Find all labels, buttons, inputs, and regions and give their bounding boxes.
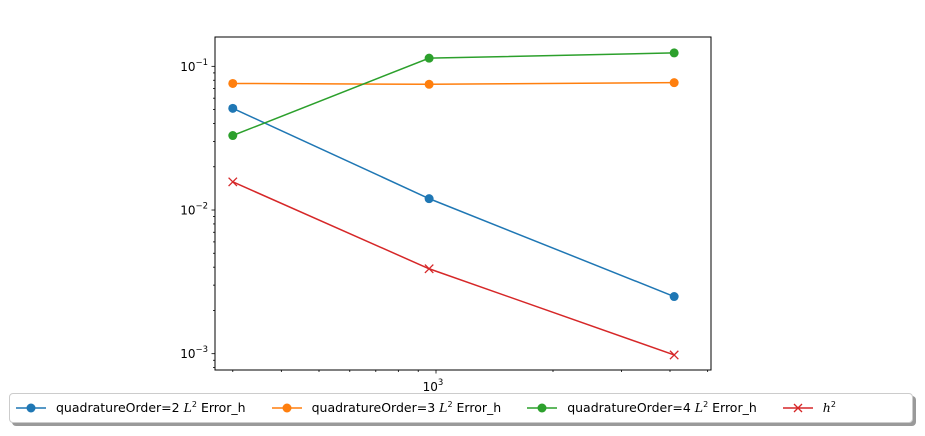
legend-swatch-2 [271,403,302,413]
series-line-2 [232,81,675,86]
legend-item-4: h2 [781,400,836,416]
legend-swatch-1 [16,403,46,413]
series-line-1 [232,107,675,298]
legend-item-1: quadratureOrder=2 L2 Error_h [14,400,246,416]
legend-label-3: quadratureOrder=4 L2 Error_h [567,400,757,416]
series-point-1-1 [228,103,238,113]
legend-item-3: quadratureOrder=4 L2 Error_h [525,400,757,416]
legend-label-4: h2 [822,400,836,416]
legend-item-2: quadratureOrder=3 L2 Error_h [270,400,502,416]
series-point-3-1 [228,131,238,141]
series-point-4-3 [669,350,679,360]
series-point-2-1 [228,78,238,88]
legend-label-2: quadratureOrder=3 L2 Error_h [311,400,502,416]
series-point-4-2 [424,264,434,274]
axes: 10−1 10−2 10−3 103 [180,36,712,394]
series-point-3-3 [669,48,679,58]
axes-frame [214,36,712,371]
series-point-4-1 [228,177,238,187]
legend-swatch-4 [782,403,813,413]
x-tick-label-1: 103 [423,378,444,394]
y-tick-label-1: 10−1 [180,58,208,74]
series-point-1-2 [424,194,434,204]
y-tick-label-3: 10−3 [180,345,208,361]
series-point-3-2 [424,53,434,63]
series-point-1-3 [669,292,679,302]
series-point-2-2 [424,79,434,89]
y-tick-label-2: 10−2 [180,202,208,218]
legend-swatch-3 [527,403,558,413]
legend-label-1: quadratureOrder=2 L2 Error_h [56,400,246,416]
plot-area [228,48,679,360]
legend: quadratureOrder=2 L2 Error_h quadratureOr… [9,393,913,423]
series-line-3 [232,52,675,137]
series-point-2-3 [669,78,679,88]
